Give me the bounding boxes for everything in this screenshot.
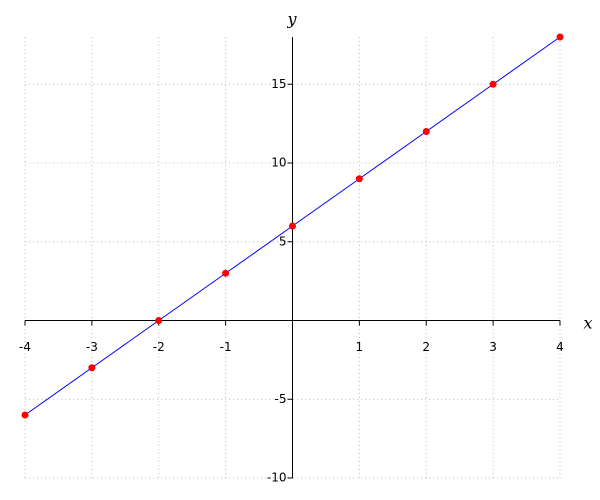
data-point: [88, 364, 96, 372]
data-point: [155, 317, 163, 324]
data-point: [222, 269, 230, 277]
data-point: [489, 80, 497, 88]
x-tick-label: -3: [86, 340, 98, 354]
data-point: [355, 175, 363, 183]
x-tick-label: 2: [422, 340, 430, 354]
x-tick-label: -1: [220, 340, 232, 354]
x-tick-label: 1: [356, 340, 364, 354]
data-point: [422, 128, 430, 135]
y-tick-label: 10: [271, 156, 286, 170]
data-point: [556, 33, 564, 41]
x-tick-label: 3: [489, 340, 497, 354]
x-tick-label: -2: [153, 340, 165, 354]
x-tick-label: 4: [556, 340, 564, 354]
x-axis-label: x: [583, 314, 592, 333]
y-tick-label: 15: [271, 77, 286, 91]
data-point: [289, 222, 296, 230]
data-point: [21, 411, 29, 419]
y-tick-label: 5: [279, 234, 287, 248]
y-tick-label: -5: [275, 392, 287, 406]
x-tick-label: -4: [19, 340, 31, 354]
y-tick-label: -10: [267, 471, 287, 485]
y-axis-label: y: [286, 10, 297, 29]
